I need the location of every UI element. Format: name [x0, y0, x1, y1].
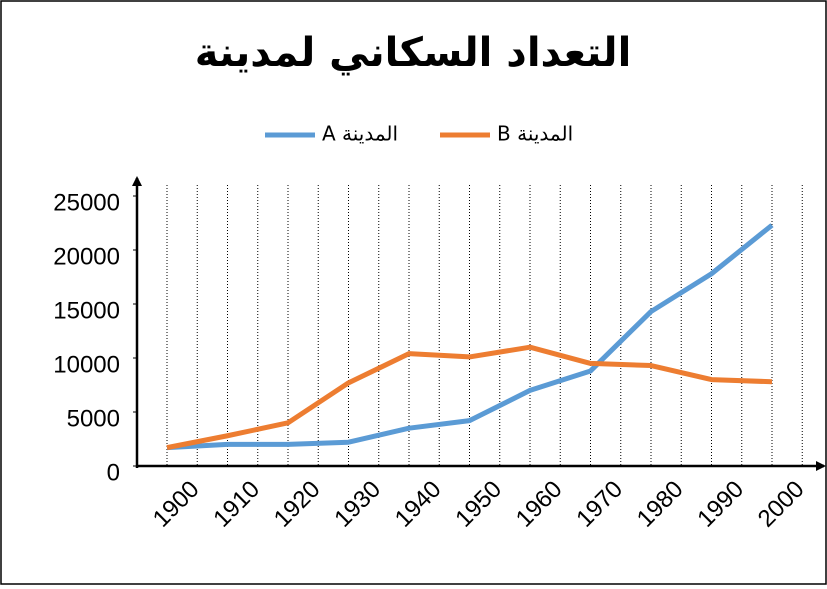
series-line — [166, 344, 773, 451]
y-tick-label: 10000 — [53, 351, 120, 378]
legend-label: المدينة A — [322, 122, 398, 146]
y-tick-label: 5000 — [67, 405, 120, 432]
y-tick-label: 25000 — [53, 189, 120, 216]
legend-label: المدينة B — [497, 122, 573, 146]
chart-title: التعداد السكاني لمدينة — [195, 30, 632, 76]
y-tick-label: 0 — [107, 459, 120, 486]
y-tick-label: 20000 — [53, 243, 120, 270]
series-line — [166, 223, 774, 451]
y-tick-label: 15000 — [53, 297, 120, 324]
